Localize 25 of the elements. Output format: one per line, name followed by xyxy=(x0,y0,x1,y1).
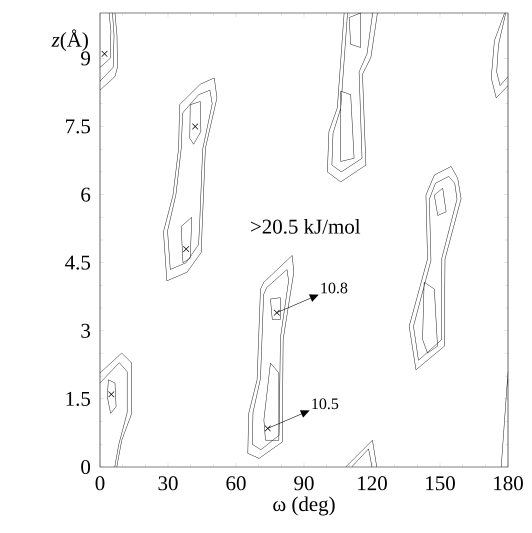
y-tick-label: 7.5 xyxy=(66,119,90,134)
y-tick-label: 0 xyxy=(81,460,90,474)
x-tick-label: 150 xyxy=(426,476,455,490)
x-tick-label: 120 xyxy=(358,476,387,490)
x-tick-label: 180 xyxy=(494,476,523,490)
y-tick-label: 1.5 xyxy=(66,392,90,406)
y-tick-label: 3 xyxy=(81,324,90,338)
x-tick-label: 0 xyxy=(96,476,104,490)
y-tick-label: 6 xyxy=(81,188,90,202)
x-axis-title: ω (deg) xyxy=(273,496,335,516)
point xyxy=(274,309,280,316)
x-tick-label: 30 xyxy=(158,476,178,490)
annotation: 10.8 xyxy=(321,282,348,294)
point xyxy=(264,425,271,432)
y-tick-label: 4.5 xyxy=(65,256,90,270)
annotation: 10.5 xyxy=(312,398,338,410)
y-tick-label: 9 xyxy=(81,51,90,66)
y-axis-title: z(Å) xyxy=(51,29,88,52)
annotation: >20.5 kJ/mol xyxy=(251,218,360,234)
point xyxy=(182,246,190,252)
point xyxy=(101,50,108,58)
point xyxy=(192,123,198,130)
x-tick-label: 60 xyxy=(226,476,246,490)
x-tick-label: 90 xyxy=(294,476,314,490)
point xyxy=(108,391,114,398)
